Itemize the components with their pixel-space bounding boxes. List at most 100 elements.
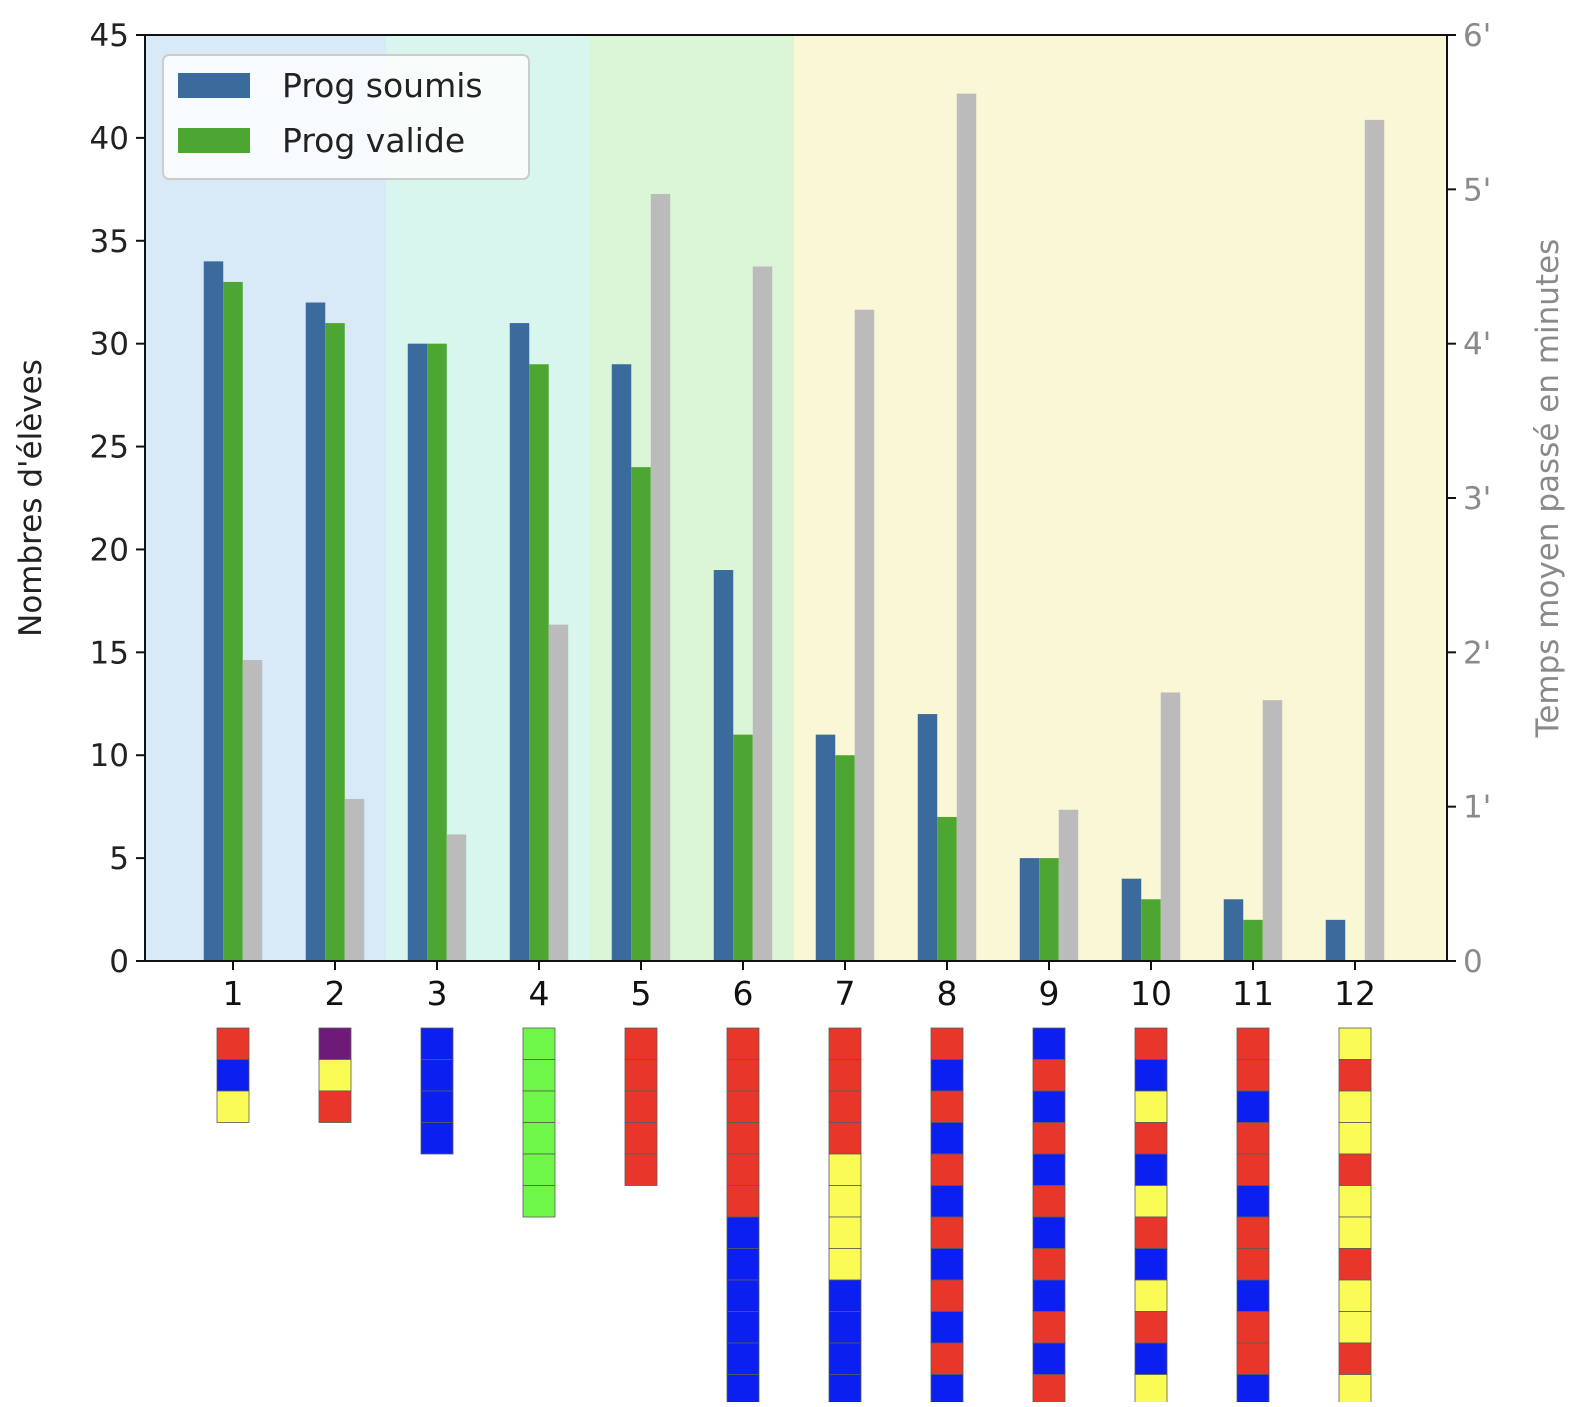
bar-time-11	[1262, 700, 1283, 961]
program-block-10-3	[1134, 1090, 1168, 1123]
program-block-1-2	[216, 1059, 250, 1092]
program-block-4-2	[522, 1059, 556, 1092]
bar-prog-soumis-1	[203, 261, 224, 961]
program-block-11-7	[1236, 1216, 1270, 1249]
legend-swatch-2	[178, 128, 250, 153]
program-block-5-1	[624, 1027, 658, 1060]
program-block-8-11	[930, 1342, 964, 1375]
bar-prog-soumis-9	[1019, 858, 1040, 961]
program-block-8-1	[930, 1027, 964, 1060]
bar-time-7	[854, 309, 875, 961]
bar-time-4	[548, 624, 569, 961]
program-block-6-3	[726, 1090, 760, 1123]
bar-prog-valide-1	[223, 281, 243, 961]
program-block-11-4	[1236, 1122, 1270, 1155]
legend-label-2: Prog valide	[282, 121, 465, 160]
program-block-7-10	[828, 1311, 862, 1344]
program-block-7-9	[828, 1279, 862, 1312]
program-block-2-2	[318, 1059, 352, 1092]
y-axis-title-right: Temps moyen passé en minutes	[1530, 239, 1566, 739]
program-block-9-8	[1032, 1248, 1066, 1281]
y-tick-label-30: 30	[90, 327, 129, 363]
program-block-8-8	[930, 1248, 964, 1281]
program-block-7-6	[828, 1185, 862, 1218]
y-right-tick-label-5: 5'	[1463, 172, 1491, 208]
bar-prog-valide-4	[529, 364, 549, 961]
bar-prog-valide-11	[1243, 919, 1263, 961]
program-block-10-1	[1134, 1027, 1168, 1060]
bar-prog-soumis-11	[1223, 899, 1244, 961]
x-tick-label-11: 11	[1232, 974, 1274, 1013]
legend-label-1: Prog soumis	[282, 66, 483, 105]
x-tick-label-8: 8	[937, 974, 958, 1013]
program-block-8-4	[930, 1122, 964, 1155]
program-block-6-6	[726, 1185, 760, 1218]
program-block-2-3	[318, 1090, 352, 1123]
program-block-7-8	[828, 1248, 862, 1281]
bar-time-8	[956, 93, 977, 961]
program-block-6-10	[726, 1311, 760, 1344]
program-block-9-6	[1032, 1185, 1066, 1218]
program-block-6-11	[726, 1342, 760, 1375]
program-block-4-5	[522, 1153, 556, 1186]
x-tick-label-9: 9	[1039, 974, 1060, 1013]
y-axis-title: Nombres d'élèves	[13, 359, 49, 637]
program-block-10-10	[1134, 1311, 1168, 1344]
program-block-12-1	[1338, 1027, 1372, 1060]
program-block-7-1	[828, 1027, 862, 1060]
y-tick-label-10: 10	[90, 738, 129, 774]
background-bands	[145, 35, 1447, 961]
program-block-9-4	[1032, 1122, 1066, 1155]
program-block-11-10	[1236, 1311, 1270, 1344]
x-tick-label-10: 10	[1130, 974, 1172, 1013]
bar-prog-valide-2	[325, 323, 345, 962]
program-block-9-7	[1032, 1216, 1066, 1249]
program-block-5-2	[624, 1059, 658, 1092]
program-block-10-7	[1134, 1216, 1168, 1249]
x-tick-label-5: 5	[631, 974, 652, 1013]
y-tick-label-15: 15	[90, 635, 129, 671]
program-block-4-4	[522, 1122, 556, 1155]
program-block-9-9	[1032, 1279, 1066, 1312]
bar-prog-valide-5	[631, 467, 651, 961]
program-block-5-5	[624, 1153, 658, 1186]
program-block-12-8	[1338, 1248, 1372, 1281]
program-block-10-6	[1134, 1185, 1168, 1218]
program-block-12-7	[1338, 1216, 1372, 1249]
program-block-12-5	[1338, 1153, 1372, 1186]
y-tick-label-5: 5	[109, 841, 129, 877]
program-block-11-5	[1236, 1153, 1270, 1186]
program-block-10-12	[1134, 1374, 1168, 1407]
program-block-3-3	[420, 1090, 454, 1123]
program-block-11-2	[1236, 1059, 1270, 1092]
program-block-1-1	[216, 1027, 250, 1060]
program-block-10-11	[1134, 1342, 1168, 1375]
x-tick-label-3: 3	[427, 974, 448, 1013]
program-block-7-5	[828, 1153, 862, 1186]
bar-prog-soumis-4	[509, 323, 530, 962]
program-block-9-2	[1032, 1059, 1066, 1092]
bar-prog-valide-8	[937, 816, 957, 961]
program-block-3-2	[420, 1059, 454, 1092]
program-block-7-12	[828, 1374, 862, 1407]
program-block-10-5	[1134, 1153, 1168, 1186]
program-block-6-4	[726, 1122, 760, 1155]
program-block-8-12	[930, 1374, 964, 1407]
program-block-6-1	[726, 1027, 760, 1060]
program-block-9-5	[1032, 1153, 1066, 1186]
program-block-7-4	[828, 1122, 862, 1155]
bar-prog-soumis-10	[1121, 878, 1142, 961]
program-block-12-2	[1338, 1059, 1372, 1092]
y-right-tick-label-6: 6'	[1463, 18, 1491, 54]
y-tick-label-35: 35	[90, 224, 129, 260]
program-block-11-11	[1236, 1342, 1270, 1375]
bar-prog-soumis-5	[611, 364, 632, 961]
y-right-tick-label-1: 1'	[1463, 790, 1491, 826]
background-band-4	[794, 35, 1447, 961]
program-block-12-10	[1338, 1311, 1372, 1344]
bar-prog-soumis-7	[815, 734, 836, 961]
program-block-9-11	[1032, 1342, 1066, 1375]
program-block-7-7	[828, 1216, 862, 1249]
bar-time-9	[1058, 809, 1079, 961]
